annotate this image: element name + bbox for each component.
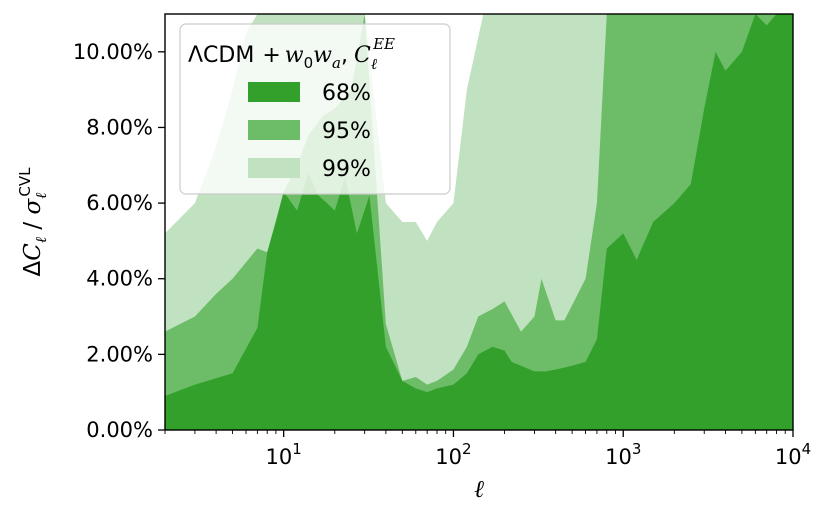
plot-frame (164, 13, 794, 431)
y-tick-label: 4.00% (86, 267, 153, 291)
y-tick-label: 2.00% (86, 342, 153, 366)
legend: ΛCDM + w0wa, CℓEE 68% 95% 99% (179, 23, 451, 195)
y-tick-label: 0.00% (86, 418, 153, 442)
y-axis-label: ΔCℓ / σℓCVL (16, 167, 50, 277)
x-tick-label: 102 (435, 440, 471, 469)
series-area-68 (165, 14, 793, 430)
x-axis-minor-ticks (164, 430, 786, 434)
legend-label-68: 68% (322, 81, 371, 106)
x-tick-label: 103 (605, 440, 641, 469)
x-axis-label: ℓ (474, 475, 484, 503)
legend-swatch-95 (248, 120, 300, 140)
y-tick-label: 10.00% (73, 40, 153, 64)
legend-label-95: 95% (322, 119, 371, 144)
svg-text:ΔCℓ / σℓCVL: ΔCℓ / σℓCVL (16, 167, 50, 277)
y-tick-label: 8.00% (86, 115, 153, 139)
legend-label-99: 99% (322, 157, 371, 182)
plot-area (165, 14, 793, 430)
y-axis: 0.00% 2.00% 4.00% 6.00% 8.00% 10.00% (73, 40, 165, 442)
x-tick-label: 101 (266, 440, 302, 469)
x-axis: 101 102 103 104 (266, 430, 811, 469)
legend-swatch-99 (248, 158, 300, 178)
legend-swatch-68 (248, 82, 300, 102)
legend-box (179, 23, 451, 195)
x-tick-label: 104 (775, 440, 811, 469)
y-tick-label: 6.00% (86, 191, 153, 215)
legend-title: ΛCDM + w0wa, CℓEE (188, 35, 395, 73)
